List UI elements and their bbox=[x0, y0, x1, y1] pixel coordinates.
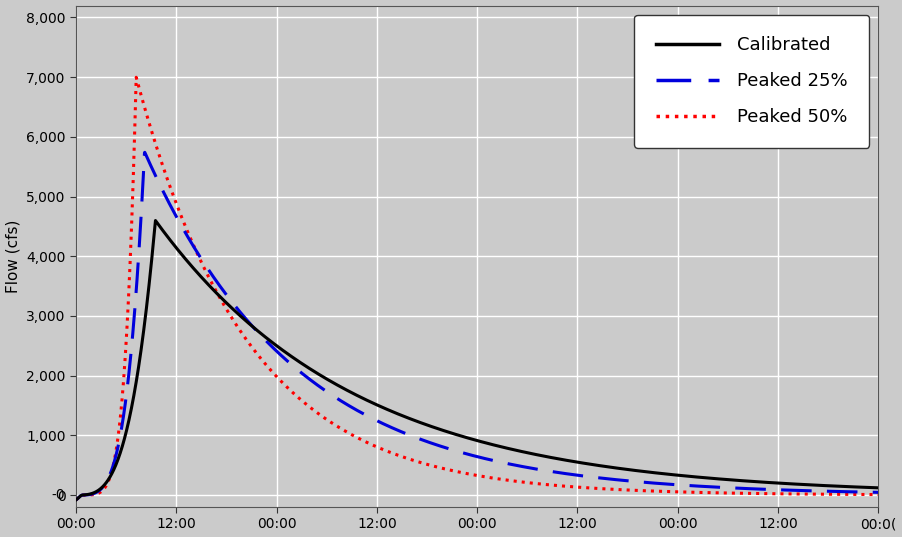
Peaked 50% bbox=[413, 459, 424, 465]
Peaked 50% bbox=[210, 287, 221, 293]
Peaked 25% bbox=[162, 197, 173, 204]
Peaked 25% bbox=[140, 149, 151, 156]
Text: -0: -0 bbox=[51, 488, 65, 502]
Y-axis label: Flow (cfs): Flow (cfs) bbox=[5, 220, 21, 293]
Calibrated bbox=[379, 405, 390, 411]
Peaked 50% bbox=[379, 447, 390, 453]
Peaked 50% bbox=[771, 490, 782, 497]
Peaked 25% bbox=[771, 487, 782, 493]
Calibrated bbox=[771, 480, 782, 486]
Peaked 25% bbox=[413, 436, 424, 442]
Peaked 50% bbox=[131, 74, 142, 81]
Calibrated bbox=[413, 419, 424, 425]
Peaked 25% bbox=[210, 277, 221, 283]
Line: Peaked 25%: Peaked 25% bbox=[76, 153, 879, 500]
Peaked 25% bbox=[379, 421, 390, 427]
Calibrated bbox=[857, 484, 868, 490]
Calibrated bbox=[150, 217, 161, 224]
Line: Peaked 50%: Peaked 50% bbox=[76, 77, 879, 500]
Calibrated bbox=[873, 484, 884, 491]
Peaked 25% bbox=[857, 489, 868, 495]
Peaked 25% bbox=[70, 497, 81, 503]
Calibrated bbox=[162, 234, 173, 240]
Line: Calibrated: Calibrated bbox=[76, 221, 879, 500]
Calibrated bbox=[210, 289, 221, 295]
Legend: Calibrated, Peaked 25%, Peaked 50%: Calibrated, Peaked 25%, Peaked 50% bbox=[634, 14, 870, 148]
Peaked 25% bbox=[873, 489, 884, 496]
Peaked 50% bbox=[162, 177, 173, 184]
Calibrated bbox=[70, 497, 81, 503]
Peaked 50% bbox=[873, 491, 884, 498]
Peaked 50% bbox=[70, 497, 81, 503]
Peaked 50% bbox=[857, 491, 868, 498]
